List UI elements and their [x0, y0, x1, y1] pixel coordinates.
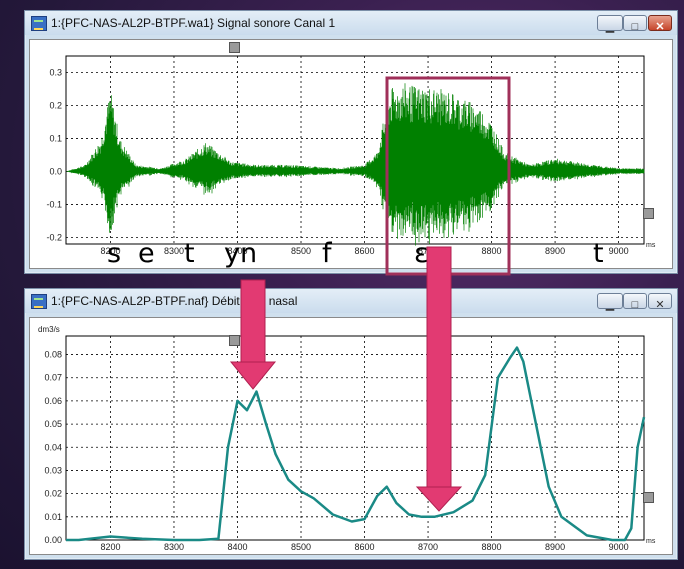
y-tick-label: 0.2: [49, 100, 62, 110]
top-scroll-handle[interactable]: [229, 42, 240, 53]
phoneme-label-s: s: [107, 238, 122, 269]
right-scroll-handle[interactable]: [643, 208, 654, 219]
close-button[interactable]: ✕: [648, 15, 672, 33]
signal-window-title: 1:{PFC-NAS-AL2P-BTPF.wa1} Signal sonore …: [51, 16, 336, 30]
close-button[interactable]: ✕: [648, 293, 672, 311]
y-tick-label: 0.02: [44, 489, 62, 499]
maximize-icon: □: [631, 299, 639, 311]
y-tick-label: 0.05: [44, 419, 62, 429]
minimize-button[interactable]: ▁: [597, 293, 623, 311]
y-tick-label: 0.03: [44, 465, 62, 475]
right-scroll-handle[interactable]: [643, 492, 654, 503]
x-unit-label: ms: [646, 538, 656, 545]
plot-frame: [65, 55, 645, 245]
x-tick-label: 8700: [418, 542, 438, 552]
maximize-button[interactable]: □: [623, 293, 647, 311]
y-tick-label: -0.2: [46, 232, 62, 242]
x-unit-label: ms: [646, 242, 656, 249]
x-tick-label: 9000: [609, 542, 629, 552]
airflow-chart: 8200 8300 8400 8500 8600 8700 8800 8900 9000 0.08…: [38, 325, 656, 552]
signal-window[interactable]: 1:{PFC-NAS-AL2P-BTPF.wa1} Signal sonore …: [24, 10, 678, 274]
app-icon: [31, 16, 47, 31]
phoneme-label-nasal-vowel: ɛ~: [414, 238, 452, 269]
y-tick-label: 0.0: [49, 166, 62, 176]
y-tick-label: -0.1: [46, 199, 62, 209]
close-icon: ✕: [655, 299, 665, 311]
y-tick-label: 0.00: [44, 535, 62, 545]
y-tick-label: 0.3: [49, 67, 62, 77]
x-tick-label: 8800: [482, 542, 502, 552]
minimize-button[interactable]: ▁: [597, 15, 623, 33]
x-tick-label: 8300: [164, 246, 184, 256]
x-tick-label: 8500: [291, 542, 311, 552]
y-tick-label: 0.01: [44, 512, 62, 522]
maximize-button[interactable]: □: [623, 15, 647, 33]
x-tick-label: 8400: [227, 542, 247, 552]
airflow-plot-area[interactable]: 8200 8300 8400 8500 8600 8700 8800 8900 9000 0.08…: [29, 317, 673, 555]
x-tick-label: 8900: [545, 246, 565, 256]
minimize-icon: ▁: [605, 21, 615, 33]
x-tick-label: 8600: [355, 246, 375, 256]
signal-window-titlebar[interactable]: 1:{PFC-NAS-AL2P-BTPF.wa1} Signal sonore …: [25, 11, 677, 35]
app-icon: [31, 294, 47, 309]
x-tick-label: 8600: [355, 542, 375, 552]
y-tick-label: 0.07: [44, 373, 62, 383]
maximize-icon: □: [631, 21, 639, 33]
phoneme-label-yn: yn: [224, 238, 258, 269]
phoneme-label-e: e: [138, 238, 155, 269]
y-tick-label: 0.1: [49, 133, 62, 143]
x-tick-label: 8800: [482, 246, 502, 256]
airflow-window-title: 1:{PFC-NAS-AL2P-BTPF.naf} Débit d'air na…: [51, 294, 298, 308]
plot-frame: [65, 335, 645, 541]
minimize-icon: ▁: [605, 299, 615, 311]
top-scroll-handle[interactable]: [229, 335, 240, 346]
airflow-series: [66, 346, 646, 542]
signal-plot-area[interactable]: 8200 8300 8400 8500 8600 8700 8800 8900 9000 0.3 0…: [29, 39, 673, 269]
airflow-window[interactable]: 1:{PFC-NAS-AL2P-BTPF.naf} Débit d'air na…: [24, 288, 678, 560]
phoneme-label-t1: t: [184, 238, 195, 269]
phoneme-label-f: f: [322, 238, 332, 269]
x-tick-label: 8200: [100, 246, 120, 256]
x-tick-label: 8500: [291, 246, 311, 256]
x-tick-label: 8300: [164, 542, 184, 552]
airflow-window-titlebar[interactable]: 1:{PFC-NAS-AL2P-BTPF.naf} Débit d'air na…: [25, 289, 677, 313]
close-icon: ✕: [655, 21, 665, 33]
y-unit-label: dm3/s: [38, 325, 60, 334]
waveform-series: [66, 83, 645, 246]
y-tick-label: 0.06: [44, 396, 62, 406]
y-tick-label: 0.04: [44, 442, 62, 452]
x-tick-label: 8900: [545, 542, 565, 552]
x-tick-label: 9000: [609, 246, 629, 256]
x-tick-label: 8200: [100, 542, 120, 552]
waveform-chart: 8200 8300 8400 8500 8600 8700 8800 8900 90000.30…: [46, 55, 656, 256]
y-tick-label: 0.08: [44, 350, 62, 360]
x-tick-label: 8400: [227, 246, 247, 256]
phoneme-label-t2: t: [593, 238, 604, 269]
